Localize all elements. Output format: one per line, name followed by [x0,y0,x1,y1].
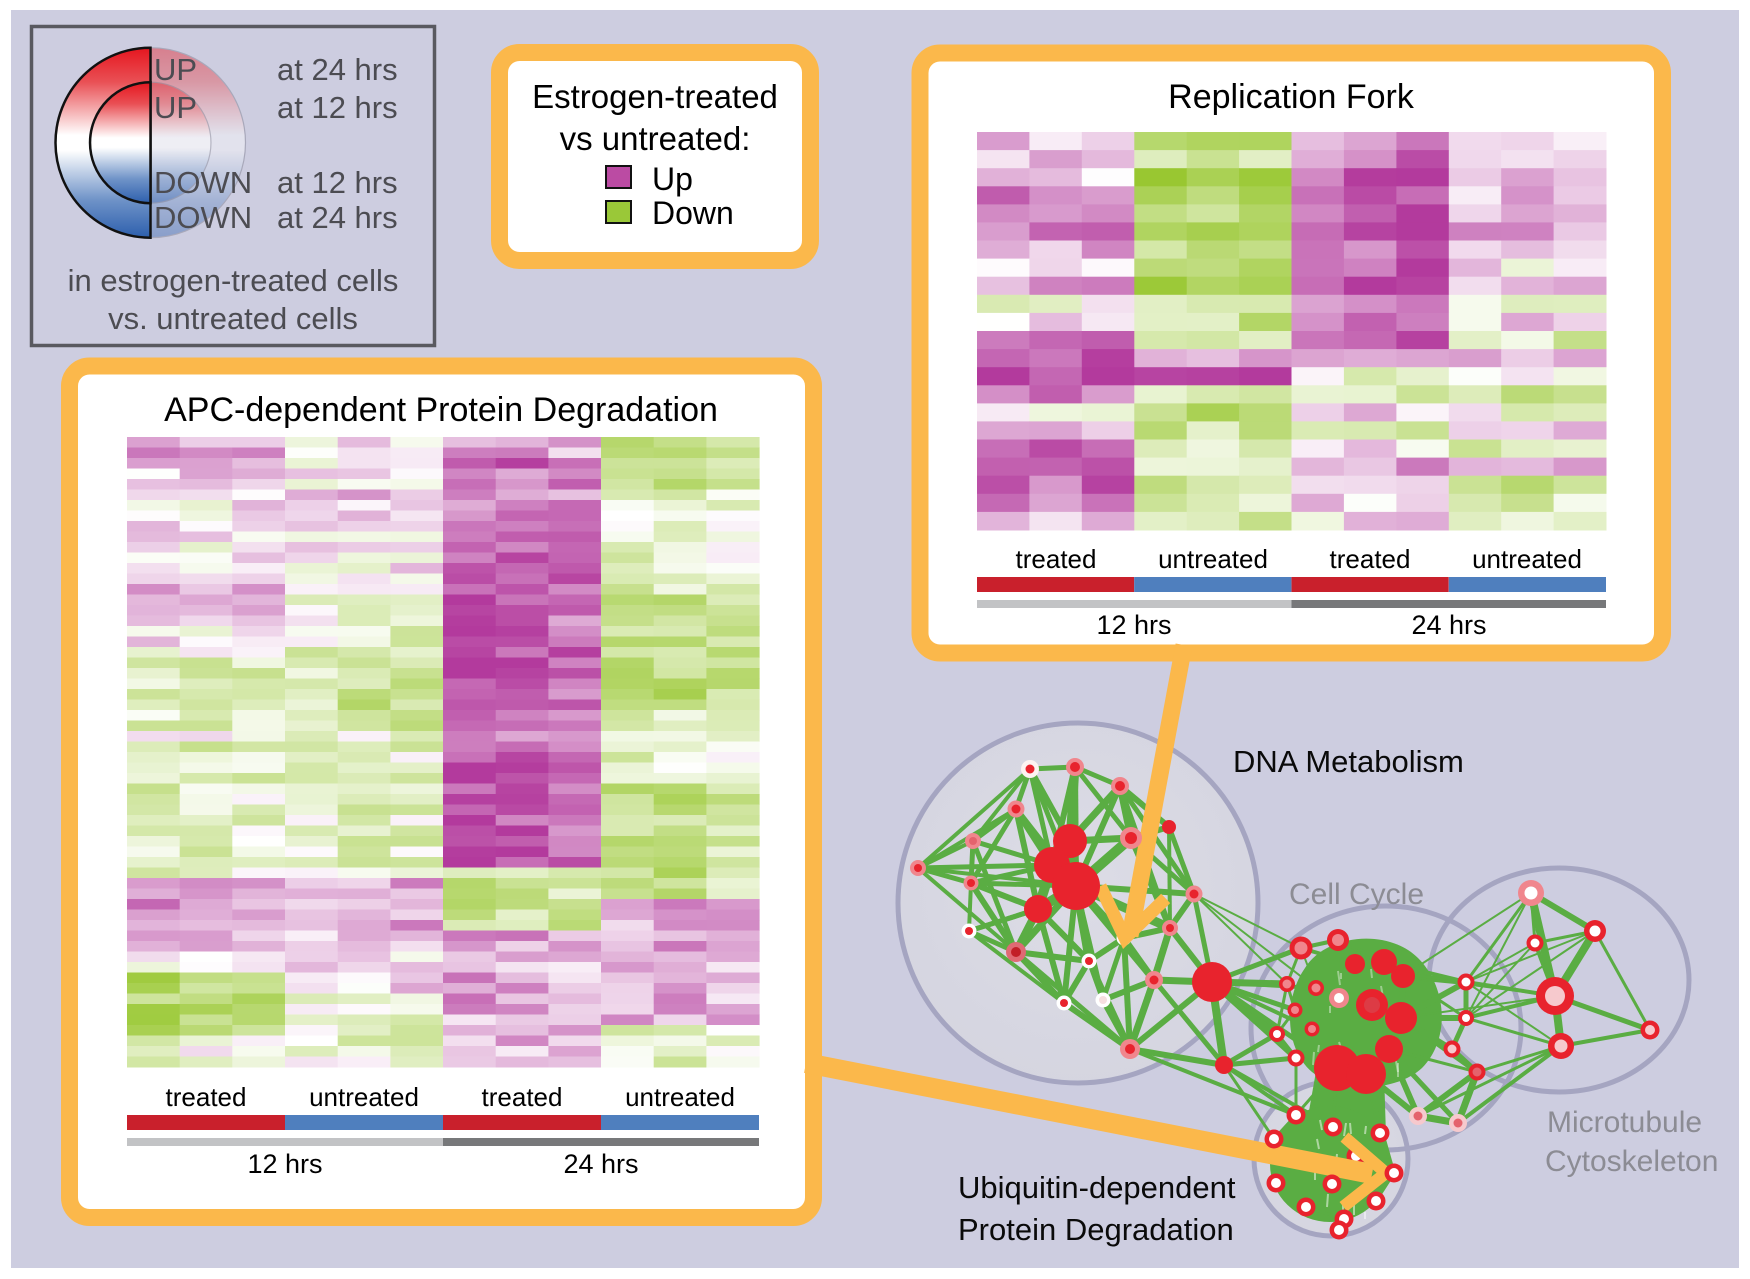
svg-text:Ubiquitin-dependent: Ubiquitin-dependent [958,1170,1236,1205]
svg-text:APC-dependent Protein Degradat: APC-dependent Protein Degradation [164,391,718,429]
svg-text:DOWN: DOWN [154,165,252,200]
svg-text:Microtubule: Microtubule [1547,1106,1702,1139]
svg-text:Replication Fork: Replication Fork [1168,78,1415,116]
svg-text:treated: treated [1330,544,1411,574]
svg-text:12 hrs: 12 hrs [1096,610,1171,640]
svg-text:Down: Down [652,195,734,231]
svg-text:at 24 hrs: at 24 hrs [277,200,398,235]
svg-text:24 hrs: 24 hrs [1411,610,1486,640]
svg-text:12 hrs: 12 hrs [247,1149,322,1179]
svg-text:Up: Up [652,161,693,197]
svg-text:untreated: untreated [1158,544,1268,574]
svg-text:24 hrs: 24 hrs [563,1149,638,1179]
svg-text:untreated: untreated [625,1082,735,1112]
svg-text:vs untreated:: vs untreated: [560,120,751,157]
svg-text:Cytoskeleton: Cytoskeleton [1545,1145,1718,1178]
svg-text:untreated: untreated [1472,544,1582,574]
svg-text:Estrogen-treated: Estrogen-treated [532,78,778,115]
svg-text:DOWN: DOWN [154,200,252,235]
svg-text:in estrogen-treated cells: in estrogen-treated cells [68,263,399,298]
svg-text:DNA Metabolism: DNA Metabolism [1233,744,1464,779]
svg-text:treated: treated [482,1082,563,1112]
svg-text:UP: UP [154,52,197,87]
svg-text:untreated: untreated [309,1082,419,1112]
svg-text:UP: UP [154,90,197,125]
svg-text:at 24 hrs: at 24 hrs [277,52,398,87]
svg-text:treated: treated [166,1082,247,1112]
svg-text:vs. untreated cells: vs. untreated cells [108,301,358,336]
svg-text:Cell Cycle: Cell Cycle [1289,878,1424,911]
svg-text:at 12 hrs: at 12 hrs [277,90,398,125]
svg-text:treated: treated [1016,544,1097,574]
svg-text:at 12 hrs: at 12 hrs [277,165,398,200]
svg-text:Protein Degradation: Protein Degradation [958,1212,1234,1247]
